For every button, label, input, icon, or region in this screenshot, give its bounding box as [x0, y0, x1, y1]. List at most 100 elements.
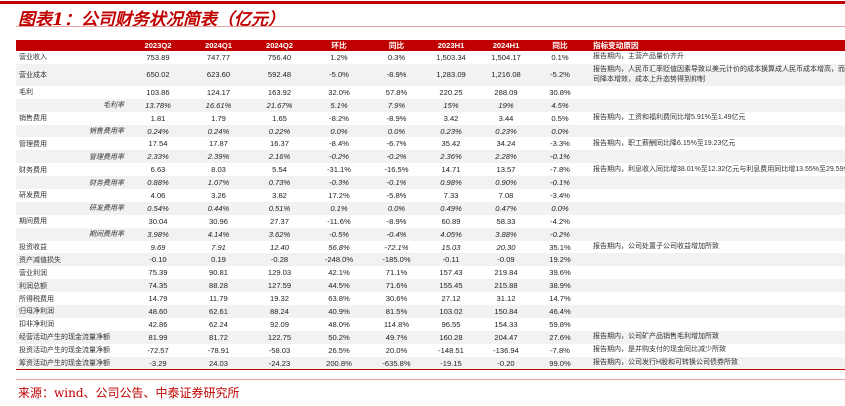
row-sublabel: 期间费用率: [74, 227, 128, 241]
table-row: 研发费用率 0.54% 0.44% 0.51% 0.1% 0.0% 0.49% 0.47% 0.…: [16, 201, 845, 215]
header-yoy: 同比: [368, 40, 425, 51]
row-label: 毛利: [19, 89, 33, 97]
table-row: 营业收入 753.89 747.77 756.40 1.2% 0.3% 1,503.34 1,…: [16, 51, 845, 64]
table-row: 经营活动产生的现金流量净额 81.99 81.72 122.75 50.2% 49.7% 1…: [16, 330, 845, 344]
table-row: 扣非净利润 42.86 62.24 92.09 48.0% 114.8% 96.55 154.…: [16, 318, 845, 331]
value-cell: -19.15: [425, 356, 477, 371]
table-row: 归母净利润 48.60 62.61 88.24 40.9% 81.5% 103.02 150.…: [16, 305, 845, 318]
value-cell: 3.26: [211, 190, 226, 200]
reason-cell: 报告期内，公司矿产品销售毛利增加所致: [585, 330, 845, 344]
value-cell: 0.1%: [310, 201, 368, 215]
value-cell: -72.57: [147, 345, 169, 355]
value-cell: -0.28: [249, 253, 310, 267]
value-cell: -8.9%: [368, 63, 425, 86]
value-cell: 39.6%: [549, 268, 571, 278]
value-cell: -8.9%: [386, 216, 407, 226]
row-label: 期间费用: [19, 218, 47, 226]
value-cell: -0.1%: [535, 176, 585, 190]
value-cell: 88.28: [188, 279, 249, 293]
table-row: 管理费用 17.54 17.87 16.37 -8.4% -6.7% 35.42 34.24 -…: [16, 137, 845, 150]
title-divider: [16, 26, 845, 27]
reason-cell: [585, 176, 845, 190]
value-cell: -0.5%: [310, 227, 368, 241]
value-cell: -8.9%: [386, 113, 407, 123]
row-label: 研发费用: [19, 192, 47, 200]
value-cell: -6.7%: [386, 139, 407, 149]
value-cell: 150.84: [477, 305, 535, 318]
row-label: 销售费用: [19, 115, 47, 123]
value-cell: 288.09: [494, 87, 518, 97]
value-cell: 63.8%: [328, 294, 350, 304]
source-divider: [16, 379, 845, 380]
value-cell: 42.1%: [328, 268, 350, 278]
table-row: 营业成本 650.02 623.60 592.48 -5.0% -8.9% 1,283.09…: [16, 63, 845, 86]
value-cell: 27.37: [269, 216, 289, 226]
value-cell: 27.12: [441, 294, 461, 304]
value-cell: 62.24: [208, 319, 228, 329]
value-cell: 75.39: [148, 268, 168, 278]
value-cell: 2.28%: [477, 150, 535, 164]
value-cell: 71.1%: [385, 268, 408, 278]
value-cell: -248.0%: [310, 253, 368, 267]
value-cell: 0.24%: [128, 124, 188, 138]
value-cell: 17.87: [208, 139, 228, 149]
value-cell: 19.2%: [535, 253, 585, 267]
value-cell: 3.44: [498, 113, 514, 123]
value-cell: 0.54%: [128, 201, 188, 215]
value-cell: 160.28: [425, 330, 477, 344]
table-row: 毛利率 13.78% 16.61% 21.67% 5.1% 7.9% 15% 19% 4.5%: [16, 98, 845, 112]
value-cell: 1,216.08: [477, 63, 535, 86]
row-label: 经营活动产生的现金流量净额: [16, 330, 128, 344]
row-label: 财务费用: [19, 166, 47, 174]
row-label: 利润总额: [16, 279, 128, 293]
value-cell: 38.9%: [535, 279, 585, 293]
table-row: 期间费用 30.04 30.96 27.37 -11.6% -8.9% 60.89 58.33…: [16, 215, 845, 228]
row-label: [16, 98, 74, 112]
value-cell: 1,504.17: [491, 52, 521, 62]
value-cell: 6.63: [150, 165, 166, 175]
value-cell: 59.8%: [549, 319, 571, 329]
value-cell: 5.1%: [310, 98, 368, 112]
value-cell: 756.40: [267, 52, 292, 62]
value-cell: 48.0%: [328, 319, 350, 329]
value-cell: 2.36%: [425, 150, 477, 164]
value-cell: 7.9%: [368, 98, 425, 112]
table-row: 销售费用 1.81 1.79 1.65 -8.2% -8.9% 3.42 3.44 0.5% 报告…: [16, 112, 845, 125]
value-cell: -16.5%: [384, 165, 409, 175]
value-cell: 11.79: [209, 294, 228, 304]
row-label: 扣非净利润: [19, 321, 54, 329]
reason-cell: 报告期内，公司发行H股和可转换公司债券所致: [585, 356, 845, 371]
value-cell: 1,503.34: [436, 52, 466, 62]
value-cell: 0.19: [188, 253, 249, 267]
row-sublabel: 研发费用率: [74, 201, 128, 215]
value-cell: 114.8%: [383, 319, 410, 329]
reason-cell: 报告期内，利息收入同比增38.01%至12.32亿元与利息费用同比增13.55%…: [593, 165, 845, 173]
value-cell: 5.54: [272, 165, 287, 175]
reason-cell: [585, 266, 845, 279]
value-cell: 155.45: [425, 279, 477, 293]
row-label: 投资活动产生的现金流量净额: [19, 347, 110, 355]
value-cell: 34.24: [496, 139, 516, 149]
value-cell: 0.0%: [368, 201, 425, 215]
value-cell: 0.0%: [535, 201, 585, 215]
value-cell: 3.42: [443, 113, 459, 123]
value-cell: -7.8%: [550, 345, 570, 355]
value-cell: -5.0%: [310, 63, 368, 86]
value-cell: 2.39%: [188, 150, 249, 164]
value-cell: -72.1%: [384, 242, 409, 252]
value-cell: 13.78%: [128, 98, 188, 112]
row-label: 资产减值损失: [16, 253, 128, 267]
table-row: 销售费用率 0.24% 0.24% 0.22% 0.0% 0.0% 0.23% 0.23% 0.…: [16, 124, 845, 138]
value-cell: -185.0%: [368, 253, 425, 267]
value-cell: -5.2%: [535, 63, 585, 86]
value-cell: 2.33%: [128, 150, 188, 164]
value-cell: 0.23%: [425, 124, 477, 138]
value-cell: 1.79: [211, 113, 226, 123]
value-cell: 7.08: [498, 190, 514, 200]
value-cell: 81.5%: [368, 305, 425, 318]
value-cell: 3.62%: [249, 227, 310, 241]
value-cell: 4.14%: [188, 227, 249, 241]
value-cell: 2.16%: [249, 150, 310, 164]
reason-cell: [585, 215, 845, 228]
value-cell: 163.92: [267, 87, 292, 97]
